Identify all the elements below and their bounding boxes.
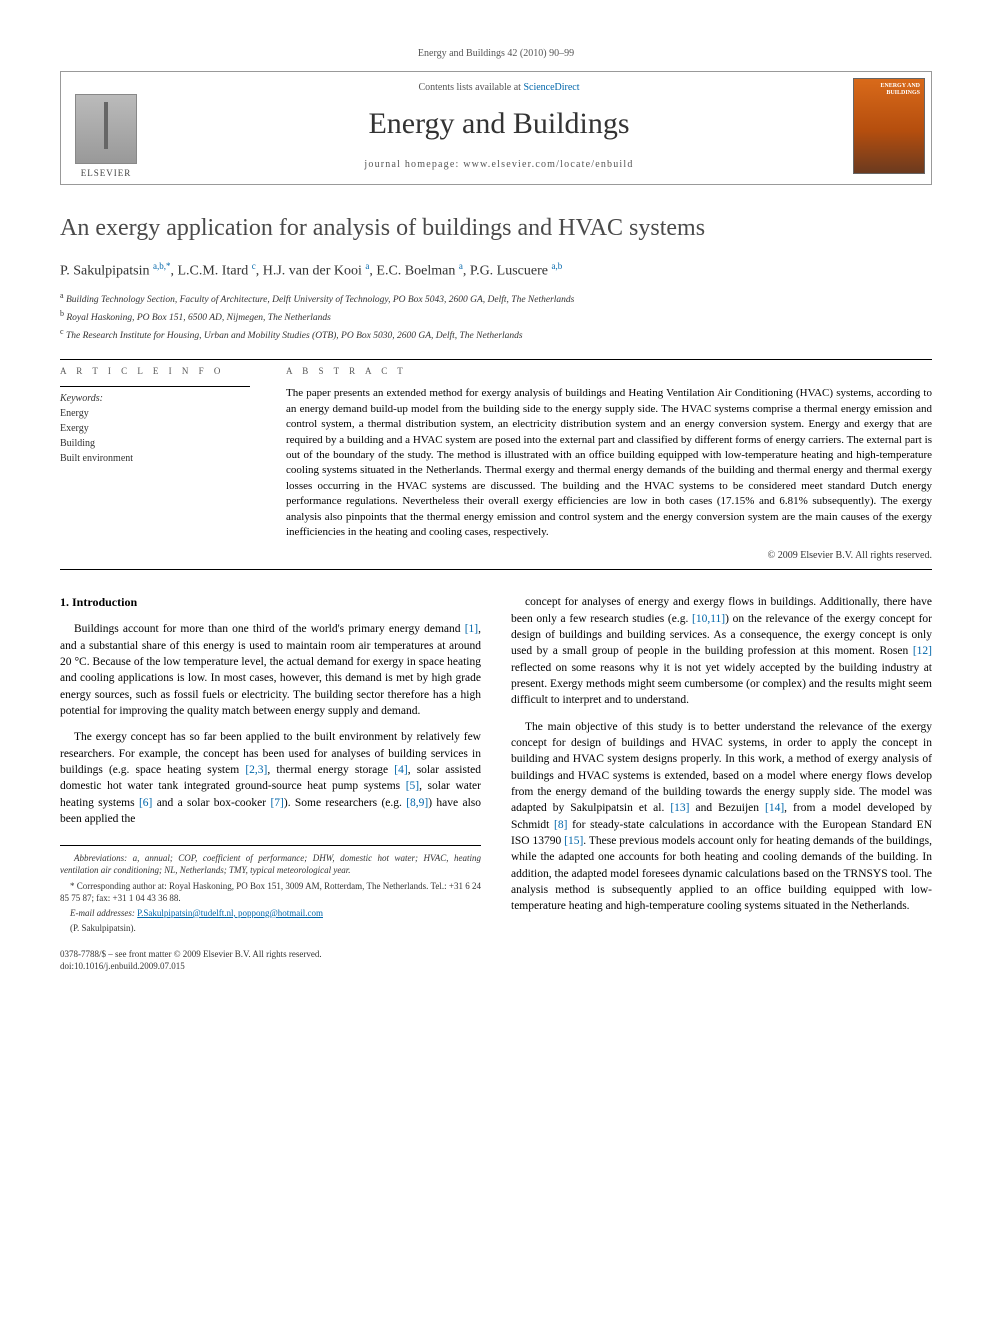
journal-homepage-line: journal homepage: www.elsevier.com/locat… <box>151 159 847 170</box>
keyword-item: Energy <box>60 406 250 421</box>
citation-ref[interactable]: [14] <box>765 802 784 814</box>
body-two-column: 1. Introduction Buildings account for mo… <box>60 594 932 972</box>
info-abstract-row: A R T I C L E I N F O Keywords: EnergyEx… <box>60 366 932 561</box>
top-rule <box>60 359 932 360</box>
right-column: concept for analyses of energy and exerg… <box>511 594 932 972</box>
author-list: P. Sakulpipatsin a,b,*, L.C.M. Itard c, … <box>60 261 932 280</box>
body-paragraph: Buildings account for more than one thir… <box>60 621 481 719</box>
article-title: An exergy application for analysis of bu… <box>60 213 932 243</box>
journal-cover-thumbnail: ENERGY AND BUILDINGS <box>853 78 925 174</box>
publisher-logo-block: ELSEVIER <box>61 72 151 184</box>
doi-line: doi:10.1016/j.enbuild.2009.07.015 <box>60 960 481 972</box>
footnotes-block: Abbreviations: a, annual; COP, coefficie… <box>60 845 481 934</box>
citation-ref[interactable]: [8] <box>554 819 567 831</box>
keyword-item: Building <box>60 436 250 451</box>
body-paragraph: concept for analyses of energy and exerg… <box>511 594 932 708</box>
abstract-block: A B S T R A C T The paper presents an ex… <box>286 366 932 561</box>
abstract-text: The paper presents an extended method fo… <box>286 386 932 540</box>
journal-name: Energy and Buildings <box>151 107 847 141</box>
citation-ref[interactable]: [6] <box>139 797 152 809</box>
keyword-item: Built environment <box>60 451 250 466</box>
citation-ref[interactable]: [12] <box>913 645 932 657</box>
contents-prefix: Contents lists available at <box>418 82 523 93</box>
article-info-heading: A R T I C L E I N F O <box>60 366 250 376</box>
citation-ref[interactable]: [4] <box>394 764 407 776</box>
corresponding-author-note: * Corresponding author at: Royal Haskoni… <box>60 880 481 904</box>
sciencedirect-link[interactable]: ScienceDirect <box>523 82 579 93</box>
email-addresses-note: E-mail addresses: P.Sakulpipatsin@tudelf… <box>60 907 481 919</box>
journal-masthead: ELSEVIER Contents lists available at Sci… <box>60 71 932 185</box>
affiliations-block: a Building Technology Section, Faculty o… <box>60 290 932 344</box>
affiliation-a: a Building Technology Section, Faculty o… <box>60 290 932 308</box>
citation-ref[interactable]: [2,3] <box>245 764 267 776</box>
issn-line: 0378-7788/$ – see front matter © 2009 El… <box>60 948 481 960</box>
keywords-list: EnergyExergyBuildingBuilt environment <box>60 406 250 466</box>
body-paragraph: The main objective of this study is to b… <box>511 719 932 915</box>
section-1-heading: 1. Introduction <box>60 594 481 611</box>
cover-title-text: ENERGY AND BUILDINGS <box>858 83 920 96</box>
keywords-label: Keywords: <box>60 393 250 404</box>
abstract-copyright: © 2009 Elsevier B.V. All rights reserved… <box>286 550 932 561</box>
article-info-block: A R T I C L E I N F O Keywords: EnergyEx… <box>60 366 250 561</box>
author-email-link[interactable]: P.Sakulpipatsin@tudelft.nl, poppong@hotm… <box>137 908 323 918</box>
citation-ref[interactable]: [1] <box>465 623 478 635</box>
running-header: Energy and Buildings 42 (2010) 90–99 <box>60 48 932 59</box>
citation-ref[interactable]: [7] <box>270 797 283 809</box>
contents-available-line: Contents lists available at ScienceDirec… <box>151 82 847 93</box>
keyword-item: Exergy <box>60 421 250 436</box>
citation-ref[interactable]: [5] <box>406 780 419 792</box>
abstract-heading: A B S T R A C T <box>286 366 932 376</box>
affiliation-c: c The Research Institute for Housing, Ur… <box>60 326 932 344</box>
masthead-center: Contents lists available at ScienceDirec… <box>151 72 847 184</box>
bottom-rule <box>60 569 932 570</box>
citation-ref[interactable]: [15] <box>564 835 583 847</box>
email-author-attribution: (P. Sakulpipatsin). <box>60 922 481 934</box>
body-paragraph: The exergy concept has so far been appli… <box>60 729 481 827</box>
abbreviations-note: Abbreviations: a, annual; COP, coefficie… <box>60 852 481 876</box>
journal-cover-block: ENERGY AND BUILDINGS <box>847 72 931 184</box>
info-rule <box>60 386 250 387</box>
citation-ref[interactable]: [13] <box>670 802 689 814</box>
citation-ref[interactable]: [8,9] <box>406 797 428 809</box>
publisher-name: ELSEVIER <box>81 168 132 178</box>
citation-ref[interactable]: [10,11] <box>692 613 725 625</box>
affiliation-b: b Royal Haskoning, PO Box 151, 6500 AD, … <box>60 308 932 326</box>
elsevier-tree-icon <box>75 94 137 164</box>
footer-meta: 0378-7788/$ – see front matter © 2009 El… <box>60 948 481 972</box>
left-column: 1. Introduction Buildings account for mo… <box>60 594 481 972</box>
